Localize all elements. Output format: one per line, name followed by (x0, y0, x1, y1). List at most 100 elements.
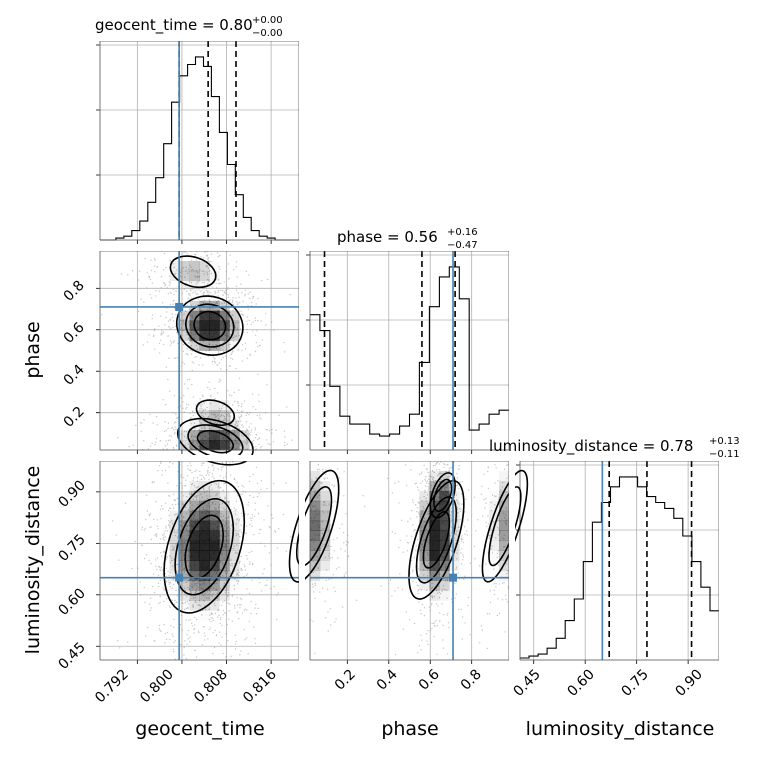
sample-point (172, 288, 174, 291)
sample-point (225, 290, 227, 292)
sample-point (233, 429, 236, 431)
x-axis-label-luminosity-distance: luminosity_distance (526, 718, 715, 740)
sample-point (424, 478, 426, 481)
sample-point (333, 484, 335, 486)
sample-point (264, 545, 266, 547)
density-cell (419, 570, 430, 581)
sample-point (416, 486, 419, 488)
sample-point (186, 252, 188, 255)
sample-point (278, 528, 280, 530)
sample-point (355, 599, 358, 601)
sample-point (460, 563, 463, 565)
title-phase: phase = 0.56 (337, 228, 438, 246)
sample-point (160, 334, 162, 336)
sample-point (238, 334, 240, 337)
sample-point (205, 265, 207, 267)
sample-point (494, 482, 496, 484)
sample-point (338, 477, 340, 479)
sample-point (160, 440, 162, 442)
sample-point (236, 409, 239, 411)
sample-point (442, 647, 445, 649)
sample-point (157, 585, 160, 588)
sample-point (213, 646, 216, 649)
sample-point (192, 411, 194, 413)
sample-point (237, 486, 240, 488)
sample-point (272, 441, 274, 443)
sample-point (192, 292, 194, 294)
sample-point (208, 428, 210, 430)
sample-point (150, 607, 152, 609)
sample-point (494, 464, 496, 466)
sample-point (208, 478, 210, 481)
density-cell (209, 340, 220, 351)
sample-point (132, 444, 134, 446)
sample-point (241, 434, 243, 436)
sample-point (454, 597, 456, 599)
sample-point (251, 579, 253, 581)
sample-point (213, 360, 216, 363)
sample-point (220, 289, 222, 292)
sample-point (427, 485, 429, 488)
sample-point (165, 525, 167, 527)
sample-point (212, 341, 214, 343)
sample-point (435, 603, 438, 605)
sample-point (168, 335, 170, 337)
sample-point (190, 282, 193, 284)
y-tick-luminosity-distance-075: 0.75 (55, 531, 88, 564)
panel-frame (519, 460, 719, 661)
sample-point (266, 278, 269, 281)
sample-point (164, 469, 167, 472)
sample-point (223, 419, 225, 421)
sample-point (174, 325, 177, 327)
density-cell (199, 590, 210, 601)
sample-point (171, 316, 173, 319)
sample-point (220, 414, 223, 416)
sample-point (173, 320, 175, 322)
sample-point (198, 631, 200, 634)
sample-point (493, 593, 496, 596)
sample-point (225, 406, 227, 408)
sample-point (220, 617, 222, 619)
sample-point (193, 628, 195, 631)
sample-point (425, 633, 428, 635)
sample-point (186, 406, 188, 409)
sample-point (417, 652, 419, 654)
sample-point (190, 353, 193, 355)
sample-point (256, 414, 259, 417)
sample-point (406, 535, 408, 537)
sample-point (219, 410, 222, 412)
density-cell (209, 270, 220, 282)
sample-point (399, 539, 401, 541)
sample-point (285, 482, 287, 484)
sample-point (168, 575, 170, 577)
sample-point (214, 387, 216, 390)
sample-point (168, 605, 170, 607)
sample-point (425, 476, 427, 478)
sample-point (166, 287, 168, 289)
sample-point (245, 434, 248, 436)
sample-point (201, 411, 203, 413)
sample-point (197, 411, 200, 413)
density-cell (199, 430, 210, 441)
sample-point (175, 417, 178, 419)
sample-point (232, 404, 234, 406)
sample-point (208, 350, 210, 352)
density-cell (199, 310, 210, 321)
sample-point (241, 612, 244, 614)
sample-point (235, 285, 238, 287)
sample-point (501, 599, 504, 601)
density-cell (189, 280, 200, 292)
sample-point (222, 294, 224, 296)
sample-point (186, 403, 188, 405)
sample-point (246, 442, 249, 444)
sample-point (160, 332, 162, 334)
sample-point (469, 562, 472, 564)
sample-point (200, 422, 202, 424)
sample-point (141, 544, 143, 546)
sample-point (194, 428, 196, 430)
sample-point (407, 520, 409, 523)
y-axis-label-luminosity-distance: luminosity_distance (22, 466, 44, 655)
sample-point (485, 563, 487, 565)
sample-point (438, 469, 441, 471)
density-cell (189, 580, 200, 591)
